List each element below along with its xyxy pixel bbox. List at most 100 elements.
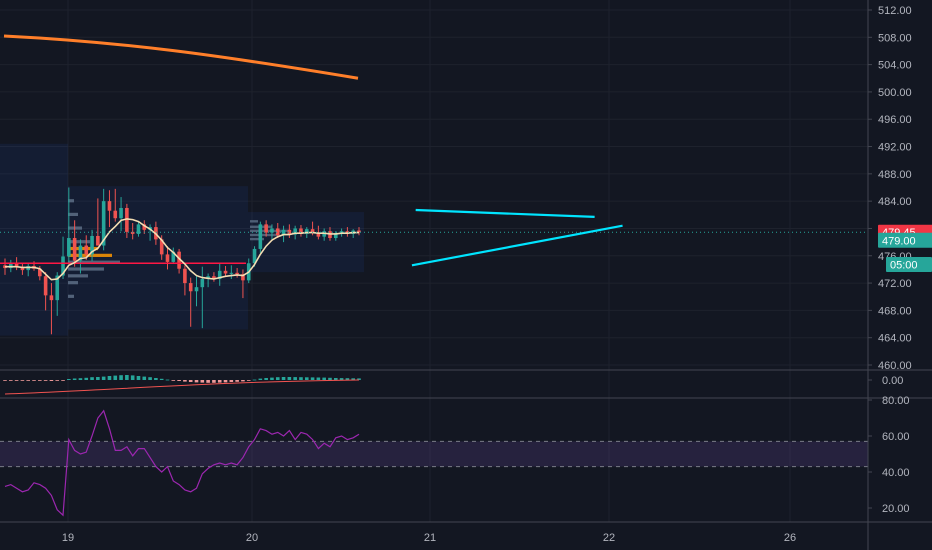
trend-drawings[interactable] xyxy=(411,208,623,267)
price-tick-label: 468.00 xyxy=(878,305,912,317)
candle-body xyxy=(119,207,123,219)
profile-bar xyxy=(250,229,290,233)
grid-lines xyxy=(0,0,868,522)
rsi-pane[interactable] xyxy=(0,409,868,517)
price-tick-label: 500.00 xyxy=(878,87,912,99)
candle[interactable] xyxy=(96,198,100,246)
candle[interactable] xyxy=(299,225,303,237)
candle[interactable] xyxy=(165,246,170,270)
triangle-lower-line[interactable] xyxy=(411,224,623,267)
rsi-band xyxy=(0,441,868,467)
price-tick-label: 508.00 xyxy=(878,32,912,44)
candle-body xyxy=(78,245,83,261)
candle[interactable] xyxy=(258,221,263,254)
histogram-bar xyxy=(171,380,176,381)
candle[interactable] xyxy=(136,221,141,237)
candle[interactable] xyxy=(107,190,112,228)
candle[interactable] xyxy=(78,239,83,274)
candle[interactable] xyxy=(194,276,199,307)
profile-bar xyxy=(68,212,78,217)
candle[interactable] xyxy=(241,269,245,299)
histogram-bar xyxy=(287,377,292,380)
price-tick-label: 496.00 xyxy=(878,114,912,126)
candle[interactable] xyxy=(72,220,77,267)
histogram-bar xyxy=(241,380,245,382)
candle[interactable] xyxy=(270,224,274,240)
histogram-bar xyxy=(206,380,210,383)
candle-body xyxy=(136,224,141,234)
candle-body xyxy=(90,235,94,255)
histogram-bar xyxy=(188,380,193,382)
candle[interactable] xyxy=(235,268,239,278)
ema-long-line[interactable] xyxy=(3,34,359,80)
profile-bar xyxy=(68,267,104,271)
candle[interactable] xyxy=(43,272,48,311)
candle[interactable] xyxy=(229,265,234,279)
candle-body xyxy=(14,263,19,268)
candle[interactable] xyxy=(275,223,280,239)
price-pane[interactable] xyxy=(0,34,868,335)
candle-body xyxy=(113,210,118,219)
histogram-bar xyxy=(304,377,309,380)
candle[interactable] xyxy=(61,236,65,279)
histogram-bar xyxy=(20,380,25,381)
profile-bar xyxy=(250,220,258,223)
histogram-bar xyxy=(55,380,60,381)
triangle-upper-line[interactable] xyxy=(415,208,595,218)
momentum-pane[interactable] xyxy=(3,375,361,395)
candle[interactable] xyxy=(183,265,187,296)
profile-bar xyxy=(250,233,278,237)
candle-body xyxy=(84,245,89,255)
histogram-bar xyxy=(351,378,355,380)
candle[interactable] xyxy=(84,235,89,260)
candle[interactable] xyxy=(171,247,176,264)
candle[interactable] xyxy=(217,263,222,286)
candle-body xyxy=(200,278,205,288)
profile-zone xyxy=(248,212,364,273)
time-tick-label: 22 xyxy=(603,532,615,544)
candle-body xyxy=(304,229,309,234)
candle[interactable] xyxy=(357,227,361,236)
candle-body xyxy=(101,201,106,246)
candle-body xyxy=(72,238,77,261)
price-tag: 05:00 xyxy=(886,256,932,272)
candle-body xyxy=(293,228,297,235)
candle[interactable] xyxy=(90,229,94,262)
candle[interactable] xyxy=(130,223,135,240)
time-tick-label: 21 xyxy=(424,532,436,544)
histogram-bar xyxy=(194,380,199,383)
candle[interactable] xyxy=(67,187,71,264)
rsi-tick-label: 60.00 xyxy=(882,431,910,443)
histogram-bar xyxy=(125,375,129,380)
candle[interactable] xyxy=(333,231,338,241)
histogram-bar xyxy=(78,378,83,380)
candle[interactable] xyxy=(188,277,193,327)
histogram-bar xyxy=(212,380,216,383)
candle[interactable] xyxy=(119,197,123,232)
candle-body xyxy=(241,274,245,281)
histogram-bar xyxy=(96,377,100,380)
ema-short-line[interactable] xyxy=(5,218,359,281)
candle-body xyxy=(275,228,280,236)
profile-bar xyxy=(68,274,88,278)
candle[interactable] xyxy=(49,283,54,335)
candle-body xyxy=(171,251,176,262)
candle[interactable] xyxy=(113,188,118,222)
candle[interactable] xyxy=(212,272,216,282)
histogram-bar xyxy=(223,380,228,383)
candle[interactable] xyxy=(20,262,25,275)
candle-body xyxy=(310,229,315,233)
histogram-bar xyxy=(177,380,181,381)
candle[interactable] xyxy=(223,266,228,277)
price-tag-bg xyxy=(878,232,932,248)
rsi-line[interactable] xyxy=(4,409,360,517)
candle[interactable] xyxy=(287,224,292,239)
candle[interactable] xyxy=(142,220,147,234)
candle[interactable] xyxy=(264,220,268,237)
momentum-tick-label: 0.00 xyxy=(882,375,903,387)
candle[interactable] xyxy=(125,203,129,239)
histogram-bar xyxy=(293,377,297,380)
candle[interactable] xyxy=(177,248,181,274)
volume-profile-zones xyxy=(0,143,364,336)
